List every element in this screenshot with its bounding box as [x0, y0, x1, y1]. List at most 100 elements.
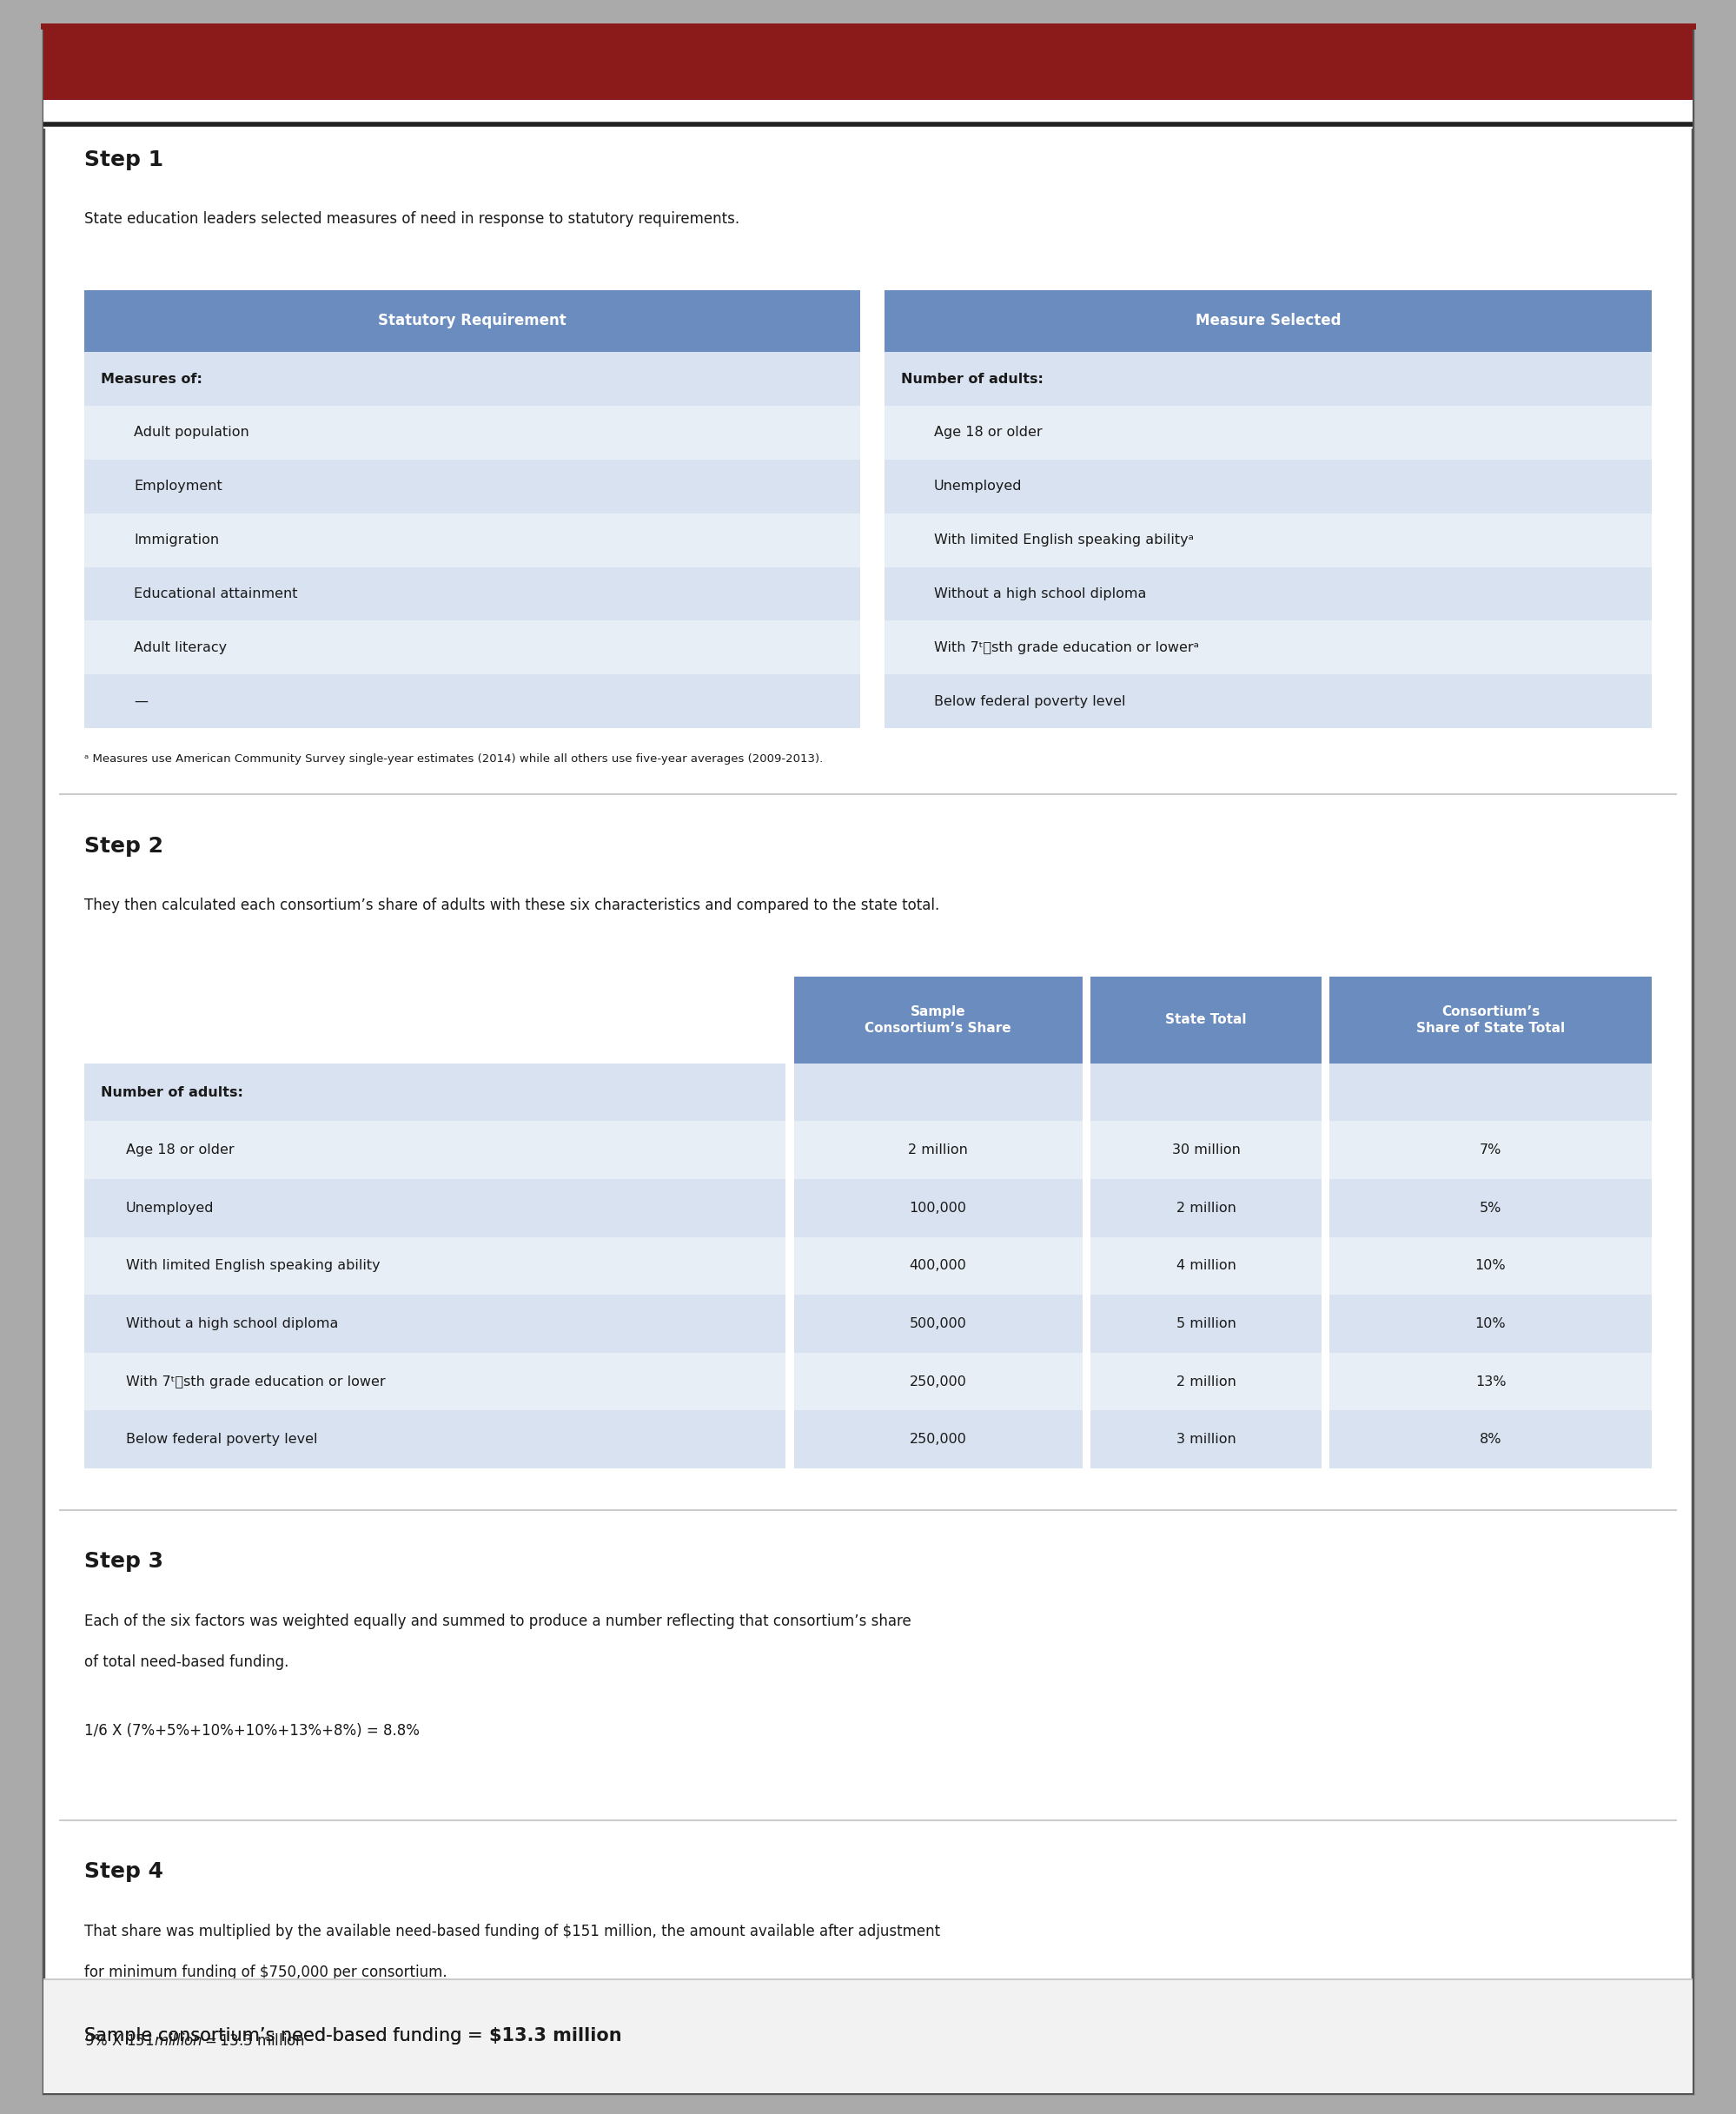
FancyBboxPatch shape — [43, 1979, 1693, 2093]
FancyBboxPatch shape — [85, 567, 859, 622]
Text: Below federal poverty level: Below federal poverty level — [934, 696, 1125, 708]
FancyBboxPatch shape — [85, 290, 859, 353]
FancyBboxPatch shape — [1330, 1063, 1651, 1120]
Text: Educational attainment: Educational attainment — [134, 588, 299, 600]
FancyBboxPatch shape — [793, 1294, 1083, 1353]
FancyBboxPatch shape — [1090, 1353, 1321, 1410]
FancyBboxPatch shape — [1330, 1410, 1651, 1469]
FancyBboxPatch shape — [793, 977, 1083, 1063]
FancyBboxPatch shape — [85, 353, 859, 406]
FancyBboxPatch shape — [85, 1294, 785, 1353]
Text: 7%: 7% — [1479, 1144, 1502, 1156]
FancyBboxPatch shape — [793, 1120, 1083, 1180]
Text: With 7ᵗ˾sth grade education or lowerᵃ: With 7ᵗ˾sth grade education or lowerᵃ — [934, 641, 1200, 653]
Text: 5%: 5% — [1479, 1201, 1502, 1213]
FancyBboxPatch shape — [85, 622, 859, 674]
Text: Steps Involved in Calculating Each Consortium’s Need-Based Funding: Steps Involved in Calculating Each Conso… — [85, 57, 1031, 80]
Text: 400,000: 400,000 — [910, 1260, 967, 1273]
FancyBboxPatch shape — [43, 25, 1693, 129]
FancyBboxPatch shape — [85, 674, 859, 729]
Text: 10%: 10% — [1476, 1317, 1507, 1330]
FancyBboxPatch shape — [43, 25, 1693, 2093]
Text: Step 4: Step 4 — [85, 1860, 163, 1881]
FancyBboxPatch shape — [43, 25, 1693, 99]
FancyBboxPatch shape — [85, 1180, 785, 1237]
Text: Employment: Employment — [134, 480, 222, 493]
FancyBboxPatch shape — [1330, 1353, 1651, 1410]
Text: Sample consortium’s need-based funding =: Sample consortium’s need-based funding = — [85, 2027, 490, 2044]
FancyBboxPatch shape — [884, 567, 1651, 622]
Text: Measure Selected: Measure Selected — [1194, 313, 1340, 330]
FancyBboxPatch shape — [85, 514, 859, 567]
Text: State education leaders selected measures of need in response to statutory requi: State education leaders selected measure… — [85, 211, 740, 226]
Text: Unemployed: Unemployed — [127, 1201, 214, 1213]
Text: 2 million: 2 million — [908, 1144, 969, 1156]
Text: 250,000: 250,000 — [910, 1433, 967, 1446]
Text: With limited English speaking abilityᵃ: With limited English speaking abilityᵃ — [934, 533, 1194, 548]
Text: 2 million: 2 million — [1177, 1374, 1236, 1389]
Text: —: — — [134, 696, 148, 708]
FancyBboxPatch shape — [85, 1410, 785, 1469]
Text: 100,000: 100,000 — [910, 1201, 967, 1213]
Text: Unemployed: Unemployed — [934, 480, 1023, 493]
Text: Number of adults:: Number of adults: — [901, 372, 1043, 385]
Text: Consortium’s
Share of State Total: Consortium’s Share of State Total — [1417, 1006, 1564, 1034]
FancyBboxPatch shape — [793, 1063, 1083, 1120]
FancyBboxPatch shape — [1090, 1180, 1321, 1237]
Text: 10%: 10% — [1476, 1260, 1507, 1273]
Text: Sample
Consortium’s Share: Sample Consortium’s Share — [865, 1006, 1012, 1034]
FancyBboxPatch shape — [884, 514, 1651, 567]
Text: of total need-based funding.: of total need-based funding. — [85, 1655, 290, 1670]
FancyBboxPatch shape — [1090, 1120, 1321, 1180]
Text: With 7ᵗ˾sth grade education or lower: With 7ᵗ˾sth grade education or lower — [127, 1374, 385, 1389]
Text: for minimum funding of $750,000 per consortium.: for minimum funding of $750,000 per cons… — [85, 1964, 448, 1981]
FancyBboxPatch shape — [793, 1237, 1083, 1294]
Text: Measures of:: Measures of: — [101, 372, 203, 385]
Text: 30 million: 30 million — [1172, 1144, 1240, 1156]
FancyBboxPatch shape — [1090, 1063, 1321, 1120]
Text: 1/6 X (7%+5%+10%+10%+13%+8%) = 8.8%: 1/6 X (7%+5%+10%+10%+13%+8%) = 8.8% — [85, 1723, 420, 1738]
FancyBboxPatch shape — [85, 1063, 785, 1120]
FancyBboxPatch shape — [85, 1353, 785, 1410]
Text: Without a high school diploma: Without a high school diploma — [127, 1317, 339, 1330]
Text: Below federal poverty level: Below federal poverty level — [127, 1433, 318, 1446]
FancyBboxPatch shape — [85, 406, 859, 459]
Text: Age 18 or older: Age 18 or older — [934, 427, 1042, 440]
FancyBboxPatch shape — [1090, 977, 1321, 1063]
Text: 3 million: 3 million — [1177, 1433, 1236, 1446]
Text: Each of the six factors was weighted equally and summed to produce a number refl: Each of the six factors was weighted equ… — [85, 1613, 911, 1630]
FancyBboxPatch shape — [1090, 1294, 1321, 1353]
Text: Adult population: Adult population — [134, 427, 250, 440]
Text: Sample consortium’s need-based funding =: Sample consortium’s need-based funding = — [85, 2027, 490, 2044]
Text: 2 million: 2 million — [1177, 1201, 1236, 1213]
Text: Without a high school diploma: Without a high school diploma — [934, 588, 1146, 600]
FancyBboxPatch shape — [1330, 1237, 1651, 1294]
Text: That share was multiplied by the available need-based funding of $151 million, t: That share was multiplied by the availab… — [85, 1924, 941, 1939]
Text: Step 2: Step 2 — [85, 835, 163, 856]
Text: 8%: 8% — [1479, 1433, 1502, 1446]
FancyBboxPatch shape — [884, 290, 1651, 353]
FancyBboxPatch shape — [884, 459, 1651, 514]
FancyBboxPatch shape — [1330, 1120, 1651, 1180]
FancyBboxPatch shape — [884, 353, 1651, 406]
FancyBboxPatch shape — [884, 406, 1651, 459]
FancyBboxPatch shape — [884, 674, 1651, 729]
Text: 9% X $151 million = $13.3 million: 9% X $151 million = $13.3 million — [85, 2034, 306, 2048]
Text: ᵃ Measures use American Community Survey single-year estimates (2014) while all : ᵃ Measures use American Community Survey… — [85, 753, 823, 765]
FancyBboxPatch shape — [1330, 1180, 1651, 1237]
Text: They then calculated each consortium’s share of adults with these six characteri: They then calculated each consortium’s s… — [85, 898, 939, 913]
Text: Adult literacy: Adult literacy — [134, 641, 227, 653]
FancyBboxPatch shape — [85, 1237, 785, 1294]
Text: With limited English speaking ability: With limited English speaking ability — [127, 1260, 380, 1273]
Text: Statutory Requirement: Statutory Requirement — [378, 313, 566, 330]
FancyBboxPatch shape — [1330, 977, 1651, 1063]
Text: Number of adults:: Number of adults: — [101, 1087, 243, 1099]
Text: Age 18 or older: Age 18 or older — [127, 1144, 234, 1156]
FancyBboxPatch shape — [1090, 1237, 1321, 1294]
FancyBboxPatch shape — [85, 1120, 785, 1180]
FancyBboxPatch shape — [884, 622, 1651, 674]
FancyBboxPatch shape — [793, 1353, 1083, 1410]
Text: State Total: State Total — [1165, 1013, 1246, 1027]
FancyBboxPatch shape — [1090, 1410, 1321, 1469]
Text: 5 million: 5 million — [1177, 1317, 1236, 1330]
